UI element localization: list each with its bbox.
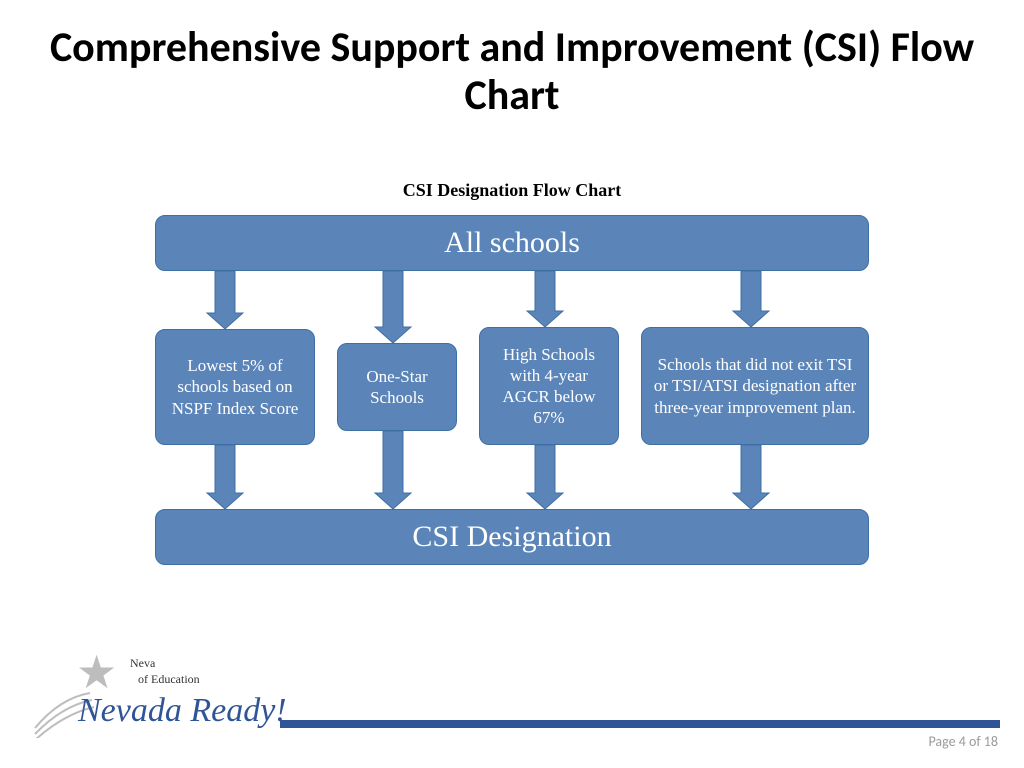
page-number: Page 4 of 18 bbox=[928, 733, 998, 750]
logo-dept-line2: of Education bbox=[138, 672, 200, 687]
flowchart-arrow-6 bbox=[526, 444, 564, 510]
logo-dept-line1: Neva bbox=[130, 656, 155, 671]
nevada-ready-logo: ★ Neva of Education Nevada Ready! bbox=[30, 650, 260, 750]
flowchart-node-bot: CSI Designation bbox=[155, 509, 869, 565]
flowchart-arrow-7 bbox=[732, 444, 770, 510]
flowchart: All schools Lowest 5% of schools based on… bbox=[155, 215, 869, 615]
flowchart-node-top: All schools bbox=[155, 215, 869, 271]
flowchart-node-m2: One-Star Schools bbox=[337, 343, 457, 431]
flowchart-node-m1: Lowest 5% of schools based on NSPF Index… bbox=[155, 329, 315, 445]
logo-tagline: Nevada Ready! bbox=[78, 692, 287, 730]
chart-subtitle: CSI Designation Flow Chart bbox=[0, 180, 1024, 201]
flowchart-arrow-2 bbox=[526, 270, 564, 328]
flowchart-arrow-3 bbox=[732, 270, 770, 328]
slide-title: Comprehensive Support and Improvement (C… bbox=[0, 24, 1024, 121]
flowchart-node-m4: Schools that did not exit TSI or TSI/ATS… bbox=[641, 327, 869, 445]
footer-bar bbox=[280, 720, 1000, 728]
slide: Comprehensive Support and Improvement (C… bbox=[0, 0, 1024, 768]
flowchart-node-m3: High Schools with 4-year AGCR below 67% bbox=[479, 327, 619, 445]
flowchart-arrow-1 bbox=[374, 270, 412, 344]
flowchart-arrow-0 bbox=[206, 270, 244, 330]
flowchart-arrow-4 bbox=[206, 444, 244, 510]
flowchart-arrow-5 bbox=[374, 430, 412, 510]
